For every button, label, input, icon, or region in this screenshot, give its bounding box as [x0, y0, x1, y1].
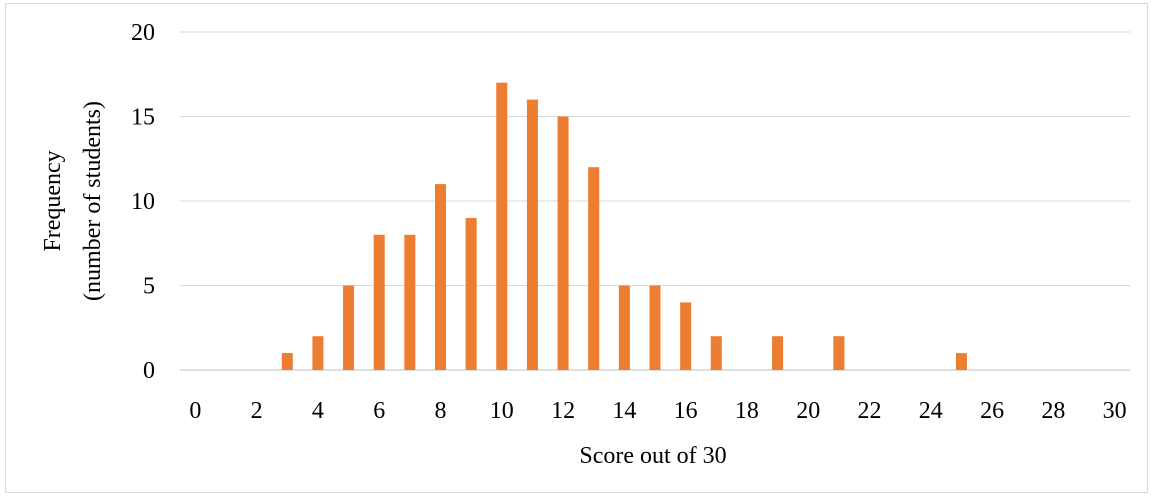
- x-tick-14: 14: [612, 398, 636, 424]
- x-tick-12: 12: [551, 398, 575, 424]
- y-tick-10: 10: [131, 189, 155, 215]
- x-tick-22: 22: [858, 398, 882, 424]
- bar-score-8: [434, 184, 446, 370]
- bar-score-9: [465, 217, 477, 370]
- bar-score-25: [955, 353, 967, 370]
- x-tick-2: 2: [251, 398, 263, 424]
- bar-score-6: [373, 234, 385, 370]
- bar-score-14: [618, 285, 630, 370]
- x-tick-0: 0: [189, 398, 201, 424]
- x-tick-20: 20: [796, 398, 820, 424]
- y-tick-5: 5: [143, 274, 155, 300]
- bar-score-21: [833, 336, 845, 370]
- x-tick-8: 8: [434, 398, 446, 424]
- x-tick-4: 4: [312, 398, 324, 424]
- bar-score-4: [312, 336, 324, 370]
- bar-score-10: [496, 82, 508, 370]
- bar-score-16: [680, 302, 692, 370]
- bar-score-17: [710, 336, 722, 370]
- bar-score-11: [526, 99, 538, 370]
- x-tick-6: 6: [373, 398, 385, 424]
- y-axis-label-sub: (number of students): [80, 101, 106, 301]
- bar-score-5: [343, 285, 355, 370]
- bar-score-7: [404, 234, 416, 370]
- x-tick-18: 18: [735, 398, 759, 424]
- y-axis-label-line2: (number of students): [80, 101, 106, 301]
- x-tick-30: 30: [1103, 398, 1127, 424]
- chart-frame: [5, 3, 1148, 493]
- x-tick-28: 28: [1041, 398, 1065, 424]
- x-axis-label: Score out of 30: [579, 443, 726, 469]
- x-tick-10: 10: [490, 398, 514, 424]
- bar-score-15: [649, 285, 661, 370]
- x-tick-26: 26: [980, 398, 1004, 424]
- y-tick-15: 15: [131, 105, 155, 131]
- x-tick-24: 24: [919, 398, 943, 424]
- x-tick-labels: 0 2 4 6 8 10 12 14 16 18 20 22 24 26 28 30: [189, 398, 1126, 424]
- y-axis-label-line1: Frequency: [40, 150, 66, 251]
- y-tick-labels: 0 5 10 15 20: [131, 20, 155, 384]
- y-tick-20: 20: [131, 20, 155, 46]
- y-axis-label: Frequency: [40, 150, 66, 251]
- bar-score-13: [588, 167, 600, 370]
- bars: [281, 82, 967, 370]
- bar-score-19: [772, 336, 784, 370]
- y-tick-0: 0: [143, 358, 155, 384]
- x-tick-16: 16: [674, 398, 698, 424]
- bar-score-12: [557, 116, 569, 370]
- bar-score-3: [281, 353, 293, 370]
